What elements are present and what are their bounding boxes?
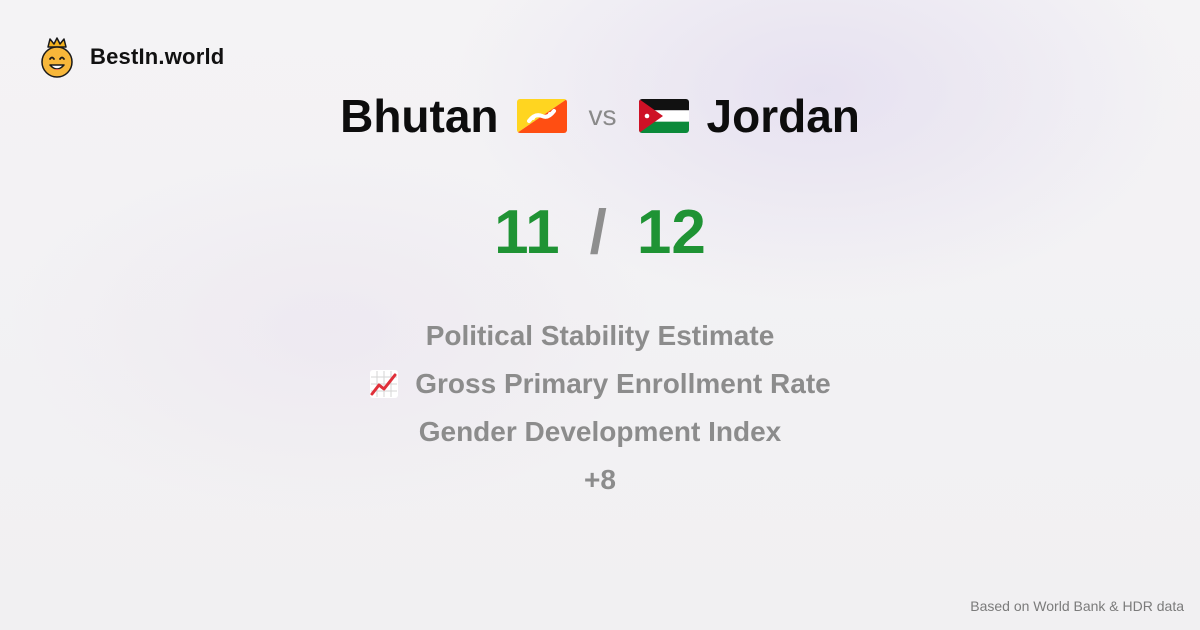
data-source-note: Based on World Bank & HDR data [970, 598, 1184, 614]
score-display: 11 / 12 [0, 192, 1200, 272]
metric-label: Political Stability Estimate [425, 320, 775, 351]
brand-name: BestIn.world [90, 44, 225, 69]
vs-label: vs [588, 100, 617, 131]
country-a-name: Bhutan [340, 90, 499, 142]
metric-item: Gross Primary Enrollment Rate [369, 360, 831, 408]
country-b-name: Jordan [706, 90, 860, 142]
bhutan-flag-icon [516, 99, 567, 133]
metric-label: Gender Development Index [418, 416, 782, 447]
more-metrics-count: +8 [584, 456, 616, 504]
metric-label: Gross Primary Enrollment Rate [415, 368, 831, 399]
metric-list: Political Stability Estimate Gross Prima… [0, 312, 1200, 504]
metric-item: Political Stability Estimate [426, 312, 775, 360]
comparison-title: Bhutan vs Jordan [0, 86, 1200, 146]
metric-item: Gender Development Index [419, 408, 782, 456]
metric-label: +8 [584, 464, 616, 495]
score-a: 11 [494, 197, 560, 267]
brand-link[interactable]: BestIn.world [38, 36, 224, 78]
crowned-smiley-icon [41, 37, 73, 78]
trending-up-chart-icon [370, 370, 399, 398]
score-b: 12 [636, 197, 706, 267]
jordan-flag-icon [638, 99, 689, 133]
score-separator: / [589, 197, 607, 267]
